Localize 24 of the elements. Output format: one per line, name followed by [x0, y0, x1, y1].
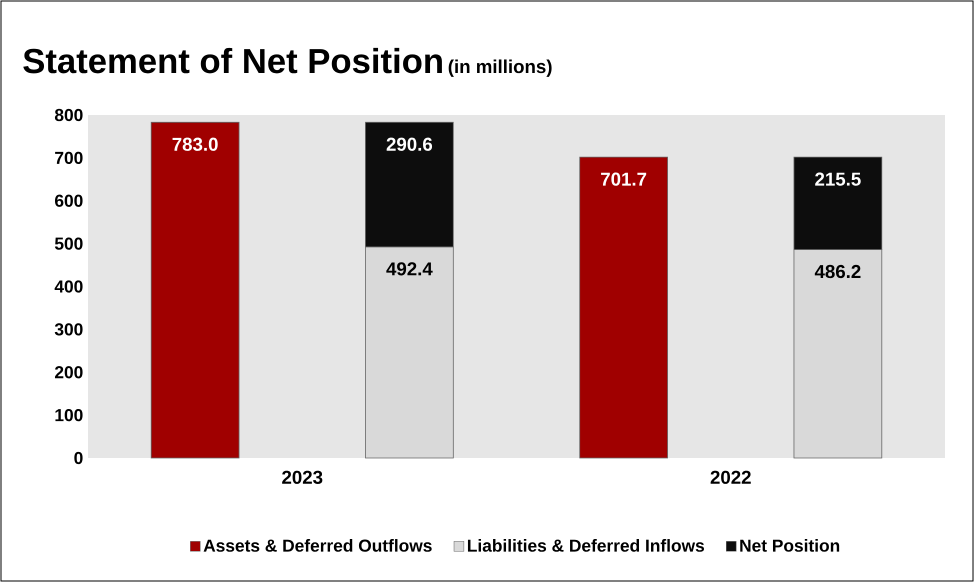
- y-tick-label: 300: [54, 323, 83, 336]
- data-label: 486.2: [814, 264, 860, 278]
- data-label: 492.4: [386, 262, 433, 276]
- chart-title: Statement of Net Position: [23, 48, 442, 74]
- y-tick-label: 700: [55, 152, 83, 164]
- data-label: 215.5: [815, 172, 861, 186]
- y-tick-label: 600: [55, 194, 83, 207]
- y-tick-label: 500: [54, 237, 83, 250]
- legend-label: Liabilities & Deferred Inflows: [468, 539, 704, 552]
- legend-label: Net Position: [740, 539, 840, 552]
- legend-label: Assets & Deferred Outflows: [204, 539, 432, 552]
- chart-subtitle: (in millions): [448, 59, 552, 77]
- data-label: 783.0: [172, 138, 218, 151]
- data-label: 701.7: [601, 172, 646, 186]
- bar: [150, 122, 240, 458]
- y-tick-label: 200: [54, 366, 83, 378]
- y-tick-label: 0: [74, 452, 83, 464]
- data-label: 290.6: [386, 138, 432, 151]
- bar: [579, 156, 668, 458]
- text: 2023: [282, 470, 322, 484]
- y-tick-label: 100: [55, 408, 83, 422]
- y-tick-label: 400: [54, 280, 83, 293]
- y-tick-label: 800: [54, 108, 83, 122]
- text: 2022: [710, 470, 751, 484]
